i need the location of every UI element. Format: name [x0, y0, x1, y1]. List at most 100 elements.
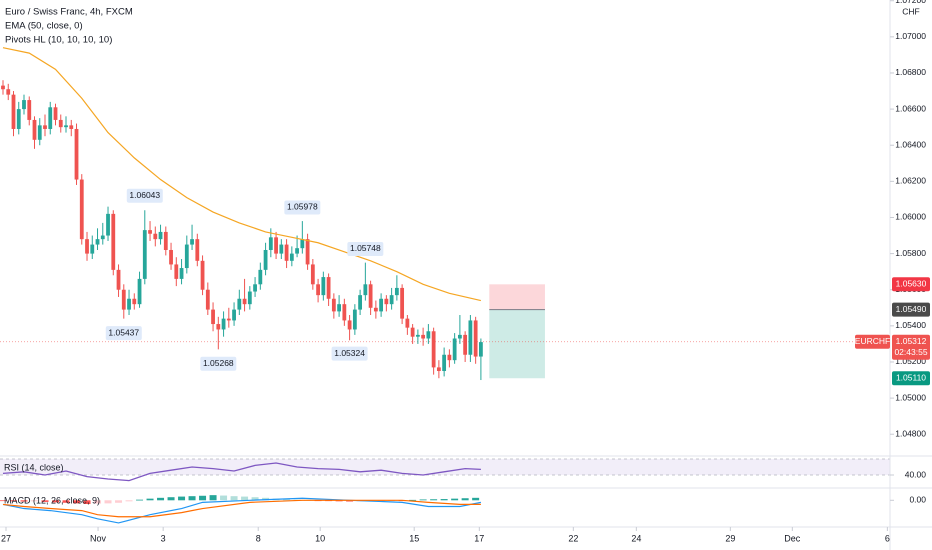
y-tick-label: 1.06600 — [895, 103, 926, 113]
candle-body — [16, 109, 21, 129]
candle-body — [121, 289, 126, 310]
pivot-label: 1.05324 — [334, 348, 365, 358]
macd-histogram-bar — [188, 496, 196, 501]
y-tick-label: 1.06000 — [895, 212, 926, 222]
macd-histogram-bar — [209, 495, 217, 501]
macd-histogram-bar — [115, 500, 123, 503]
macd-histogram-bar — [199, 495, 207, 501]
candle-body — [305, 239, 310, 265]
rsi-line — [2, 462, 481, 482]
macd-histogram-bar — [0, 500, 7, 502]
symbol-tag-label: EURCHF — [855, 336, 890, 346]
candle-body — [79, 179, 84, 240]
candle-body — [342, 304, 347, 321]
candle-body — [226, 318, 231, 321]
candle-body — [410, 327, 415, 337]
x-tick-label: 3 — [161, 533, 166, 543]
marks — [0, 47, 483, 524]
candle-body — [43, 125, 47, 129]
candle-body — [132, 298, 137, 305]
candle-body — [158, 231, 163, 240]
y-tick-label: 1.05800 — [895, 248, 926, 258]
macd-histogram-bar — [73, 500, 81, 504]
candle-body — [384, 298, 389, 305]
candle-body — [74, 128, 79, 180]
countdown-label: 02:43:55 — [894, 347, 927, 357]
pivot-label: 1.05748 — [350, 243, 381, 253]
candle-body — [300, 239, 305, 249]
symbol-tag — [855, 334, 890, 349]
indicator-legend: Pivots HL (10, 10, 10, 10) — [5, 35, 112, 46]
currency-label: CHF — [902, 6, 919, 16]
price-tag-label: 1.05110 — [896, 372, 926, 382]
candle-body — [447, 354, 452, 361]
candle-body — [221, 318, 226, 330]
macd-histogram-bar — [94, 500, 102, 504]
candle-body — [468, 320, 473, 355]
x-tick-label: 24 — [631, 533, 641, 543]
macd-histogram-bar — [146, 498, 154, 501]
candle-body — [247, 291, 252, 305]
candle-body — [284, 244, 289, 261]
macd-histogram-bar — [125, 500, 133, 502]
macd-histogram-bar — [178, 496, 186, 501]
candle-body — [463, 334, 468, 355]
candle-body — [426, 331, 431, 339]
macd-histogram-bar — [31, 500, 39, 502]
candle-body — [137, 278, 142, 305]
candle-body — [326, 277, 331, 299]
macd-histogram-bar — [472, 497, 480, 501]
candle-body — [37, 125, 42, 140]
pane-title: MACD (12, 26, close, 9) — [4, 495, 100, 505]
candle-body — [22, 100, 26, 110]
macd-histogram-bar — [136, 499, 144, 501]
candle-body — [27, 100, 32, 120]
y-tick-label: 40.00 — [905, 469, 927, 479]
macd-histogram-bar — [283, 499, 291, 501]
macd-histogram-bar — [52, 500, 60, 503]
macd-histogram-bar — [346, 500, 354, 502]
candle-body — [153, 233, 158, 240]
candle-body — [242, 298, 247, 305]
y-tick-label: 1.04800 — [895, 428, 926, 438]
candle-body — [331, 298, 336, 312]
candle-body — [274, 237, 278, 254]
pivot-box — [105, 326, 142, 341]
candle-body — [32, 119, 37, 140]
ema-line — [2, 47, 482, 302]
macd-histogram-bar — [251, 497, 259, 501]
price-tag-label: 1.05490 — [896, 304, 927, 314]
pivot-box — [284, 200, 321, 215]
candle-body — [90, 244, 95, 254]
y-tick-label: 1.05200 — [895, 356, 926, 366]
y-tick-label: 1.05400 — [895, 320, 926, 330]
candle-body — [11, 94, 16, 129]
candle-body — [85, 239, 89, 254]
candle-body — [289, 253, 294, 261]
x-tick-label: 15 — [409, 533, 419, 543]
candle-body — [389, 295, 394, 305]
y-tick-label: 0.00 — [909, 495, 926, 505]
candle-body — [169, 249, 173, 265]
macd-histogram-bar — [409, 499, 417, 501]
y-tick-label: 1.05000 — [895, 392, 926, 402]
candle-body — [95, 239, 100, 245]
candle-body — [216, 324, 221, 330]
last-price-tag — [892, 334, 930, 360]
candle-body — [379, 298, 384, 312]
candle-body — [195, 239, 200, 261]
risk-zone — [489, 284, 545, 310]
candle-body — [268, 237, 273, 250]
macd-histogram-bar — [419, 499, 427, 501]
candle-body — [174, 264, 179, 279]
pivot-label: 1.05437 — [108, 327, 139, 337]
pivot-label: 1.06043 — [129, 190, 160, 200]
candle-body — [394, 287, 399, 296]
y-tick-label: 1.06800 — [895, 67, 926, 77]
candle-body — [232, 309, 236, 321]
candle-body — [205, 289, 210, 310]
x-tick-label: 27 — [1, 533, 11, 543]
candle-body — [457, 334, 462, 339]
